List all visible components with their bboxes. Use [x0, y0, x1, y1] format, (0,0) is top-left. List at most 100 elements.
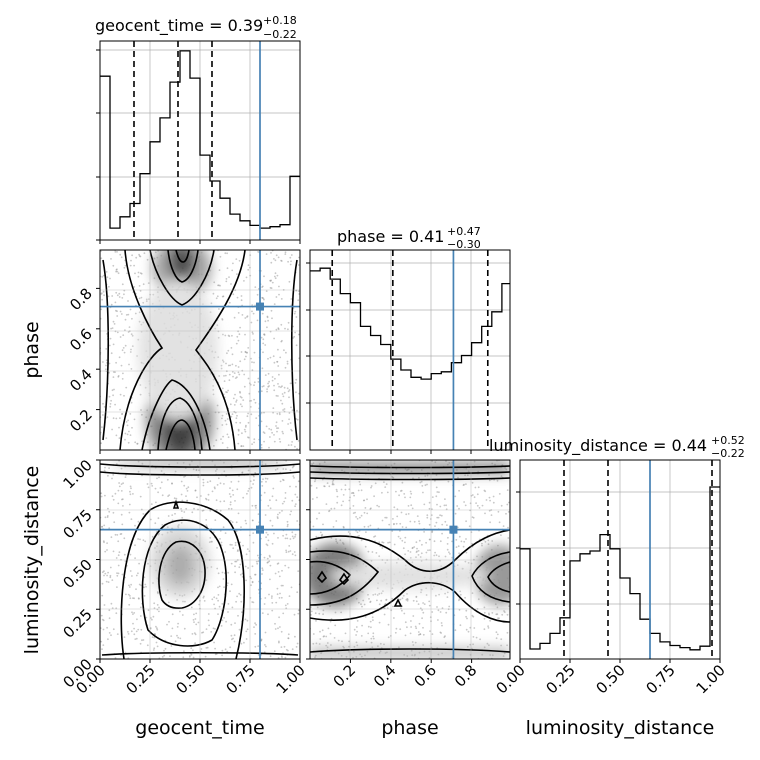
sample-point: [458, 535, 461, 538]
sample-point: [495, 631, 498, 634]
sample-point: [239, 360, 242, 363]
sample-point: [207, 613, 210, 615]
sample-point: [438, 555, 440, 558]
sample-point: [434, 525, 436, 527]
sample-point: [285, 533, 288, 536]
sample-point: [142, 539, 145, 542]
sample-point: [246, 548, 249, 550]
sample-point: [117, 502, 120, 505]
sample-point: [472, 636, 475, 638]
sample-point: [434, 551, 436, 554]
sample-point: [149, 518, 152, 521]
sample-point: [477, 598, 480, 601]
sample-point: [128, 511, 131, 514]
sample-point: [415, 551, 418, 553]
sample-point: [245, 638, 248, 640]
sample-point: [205, 519, 208, 521]
sample-point: [127, 419, 129, 422]
sample-point: [121, 297, 124, 299]
sample-point: [342, 494, 345, 496]
sample-point: [285, 648, 288, 651]
sample-point: [235, 530, 238, 533]
sample-point: [120, 256, 123, 259]
sample-point: [416, 515, 419, 517]
sample-point: [407, 505, 410, 507]
sample-point: [336, 495, 339, 498]
sample-point: [310, 484, 313, 487]
sample-point: [220, 541, 223, 544]
sample-point: [269, 564, 272, 567]
sample-point: [106, 516, 109, 518]
sample-point: [489, 499, 491, 502]
sample-point: [118, 485, 121, 488]
sample-point: [207, 493, 210, 496]
sample-point: [263, 333, 266, 336]
sample-point: [114, 251, 117, 253]
sample-point: [121, 349, 124, 352]
sample-point: [392, 518, 394, 520]
sample-point: [288, 396, 290, 399]
sample-point: [145, 616, 148, 619]
sample-point: [464, 596, 466, 599]
sample-point: [333, 637, 336, 639]
sample-point: [322, 523, 324, 526]
sample-point: [230, 634, 233, 637]
sample-point: [374, 482, 377, 485]
sample-point: [281, 393, 284, 395]
sample-point: [174, 512, 176, 515]
sample-point: [444, 592, 446, 595]
sample-point: [238, 333, 241, 336]
sample-point: [393, 543, 396, 546]
sample-point: [118, 551, 121, 554]
sample-point: [234, 571, 237, 574]
sample-point: [287, 390, 290, 393]
sample-point: [423, 531, 425, 533]
sample-point: [360, 489, 363, 492]
sample-point: [158, 476, 160, 479]
sample-point: [182, 656, 185, 659]
sample-point: [125, 386, 128, 389]
sample-point: [132, 613, 134, 615]
sample-point: [428, 501, 431, 504]
sample-point: [208, 541, 211, 543]
sample-point: [241, 432, 243, 435]
sample-point: [281, 402, 284, 405]
sample-point: [138, 297, 141, 300]
sample-point: [438, 491, 440, 494]
sample-point: [500, 504, 503, 507]
sample-point: [164, 647, 167, 650]
sample-point: [127, 300, 129, 302]
sample-point: [266, 477, 269, 480]
sample-point: [114, 403, 116, 406]
sample-point: [428, 507, 431, 510]
sample-point: [111, 607, 114, 609]
sample-point: [160, 481, 163, 484]
sample-point: [251, 443, 254, 445]
sample-point: [244, 333, 246, 336]
sample-point: [507, 537, 510, 539]
sample-point: [131, 611, 133, 614]
sample-point: [238, 566, 241, 569]
sample-point: [226, 446, 229, 449]
sample-point: [325, 635, 328, 638]
sample-point: [435, 594, 437, 597]
sample-point: [227, 436, 230, 439]
sample-point: [372, 632, 375, 635]
sample-point: [229, 520, 232, 522]
sample-point: [502, 525, 505, 527]
sample-point: [363, 525, 366, 528]
sample-point: [314, 478, 317, 481]
sample-point: [326, 642, 329, 644]
sample-point: [328, 485, 331, 488]
sample-point: [216, 484, 219, 486]
sample-point: [495, 613, 498, 616]
sample-point: [269, 519, 272, 522]
sample-point: [489, 521, 491, 524]
sample-point: [234, 544, 237, 546]
ylabel-phase: phase: [21, 321, 43, 378]
sample-point: [488, 474, 490, 476]
sample-point: [106, 542, 108, 544]
sample-point: [120, 467, 123, 470]
sample-point: [444, 635, 446, 638]
sample-point: [404, 634, 407, 637]
